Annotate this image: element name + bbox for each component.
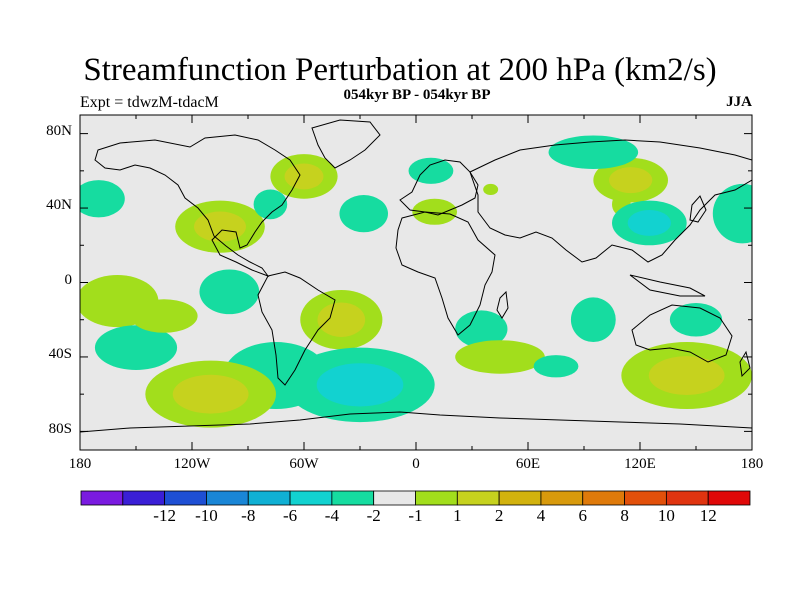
colorbar-label-2: -8 bbox=[241, 506, 256, 525]
contour-region-15-level-0 bbox=[94, 325, 178, 370]
coastline-indonesia bbox=[629, 274, 706, 297]
coastline-africa bbox=[395, 211, 496, 336]
colorbar bbox=[80, 490, 751, 506]
lat-tick-label-40n: 40N bbox=[46, 197, 72, 213]
colorbar-swatch-8 bbox=[415, 490, 458, 506]
colorbar-label-1: -10 bbox=[195, 506, 218, 525]
coastline-new-zealand bbox=[739, 350, 751, 378]
contour-region-7-level-0 bbox=[412, 198, 458, 225]
colorbar-swatch-10 bbox=[498, 490, 542, 506]
contour-region-20-level-1 bbox=[172, 374, 249, 414]
coastline-layer bbox=[80, 119, 752, 433]
season-label: JJA bbox=[726, 94, 752, 110]
contour-region-14-level-0 bbox=[199, 269, 260, 315]
axis-ticks bbox=[79, 115, 753, 450]
colorbar-label-8: 2 bbox=[494, 506, 504, 525]
contour-region-23-level-0 bbox=[533, 355, 579, 378]
colorbar-label-9: 4 bbox=[536, 506, 546, 525]
colorbar-label-6: -1 bbox=[408, 506, 423, 525]
coastline-japan bbox=[689, 195, 707, 223]
contour-region-8-level-0 bbox=[483, 183, 499, 196]
colorbar-label-7: 1 bbox=[453, 506, 462, 525]
contour-region-26-level-1 bbox=[648, 356, 725, 395]
experiment-label: Expt = tdwzM-tdacM bbox=[80, 94, 219, 111]
contour-region-6-level-0 bbox=[408, 157, 454, 184]
contour-region-24-level-0 bbox=[570, 297, 616, 343]
contour-region-1-level-0 bbox=[80, 180, 125, 218]
coastline-asia bbox=[469, 139, 752, 263]
coastline-south-america bbox=[257, 271, 336, 386]
coastline-australia bbox=[631, 304, 733, 363]
colorbar-swatch-4 bbox=[247, 490, 291, 506]
colorbar-swatch-9 bbox=[456, 490, 500, 506]
coastline-europe bbox=[399, 159, 479, 216]
colorbar-label-10: 6 bbox=[578, 506, 588, 525]
contour-region-5-level-0 bbox=[339, 195, 388, 233]
contour-region-22-level-0 bbox=[455, 340, 545, 374]
coastline-madagascar bbox=[496, 290, 509, 319]
colorbar-swatch-13 bbox=[624, 490, 667, 506]
contour-region-19-level-2 bbox=[348, 378, 372, 391]
contour-region-3-level-1 bbox=[284, 163, 324, 190]
contour-region-4-level-0 bbox=[253, 189, 288, 220]
contour-region-21-level-0 bbox=[455, 310, 508, 348]
colorbar-swatch-2 bbox=[164, 490, 207, 506]
contour-region-25-level-0 bbox=[669, 302, 723, 337]
colorbar-label-13: 12 bbox=[699, 506, 717, 525]
colorbar-swatch-12 bbox=[582, 490, 625, 506]
colorbar-label-5: -2 bbox=[366, 506, 381, 525]
colorbar-swatch-1 bbox=[122, 490, 166, 506]
coastline-north-america bbox=[94, 134, 301, 278]
lon-tick-label-0: 0 bbox=[412, 456, 420, 472]
lon-tick-label-180w: 180 bbox=[68, 456, 92, 472]
colorbar-swatch-6 bbox=[331, 490, 375, 506]
colorbar-label-12: 10 bbox=[657, 506, 675, 525]
colorbar-swatch-7 bbox=[373, 490, 416, 506]
lat-tick-label-80n: 80N bbox=[46, 123, 72, 139]
lon-tick-label-120w: 120W bbox=[173, 456, 211, 472]
map-subtitle: 054kyr BP - 054kyr BP bbox=[343, 87, 491, 103]
lon-tick-label-60w: 60W bbox=[289, 456, 319, 472]
colorbar-swatch-11 bbox=[540, 490, 584, 506]
lat-tick-label-40s: 40S bbox=[48, 346, 72, 362]
coastline-antarctica bbox=[80, 411, 752, 433]
lon-tick-label-120e: 120E bbox=[624, 456, 656, 472]
contour-region-11-level-1 bbox=[627, 209, 671, 236]
contour-region-16-level-0 bbox=[130, 299, 198, 333]
contour-region-2-level-1 bbox=[194, 211, 246, 242]
colorbar-label-0: -12 bbox=[153, 506, 176, 525]
colorbar-label-11: 8 bbox=[620, 506, 629, 525]
colorbar-label-3: -6 bbox=[282, 506, 298, 525]
contour-fill-layer bbox=[80, 135, 752, 428]
coastline-greenland bbox=[311, 119, 381, 169]
colorbar-swatch-5 bbox=[289, 490, 333, 506]
colorbar-swatch-15 bbox=[707, 490, 751, 506]
lon-tick-label-180e: 180 bbox=[740, 456, 764, 472]
colorbar-swatch-14 bbox=[665, 490, 709, 506]
map-title: Streamfunction Perturbation at 200 hPa (… bbox=[83, 52, 717, 88]
contour-region-12-level-0 bbox=[712, 183, 752, 244]
colorbar-label-4: -4 bbox=[324, 506, 339, 525]
lat-tick-label-80s: 80S bbox=[48, 421, 72, 437]
contour-region-17-level-1 bbox=[317, 302, 366, 337]
colorbar-swatch-3 bbox=[206, 490, 249, 506]
lat-tick-label-0: 0 bbox=[64, 272, 73, 288]
lon-tick-label-60e: 60E bbox=[515, 456, 541, 472]
colorbar-swatch-0 bbox=[80, 490, 124, 506]
contour-region-0-level-1 bbox=[609, 167, 653, 194]
